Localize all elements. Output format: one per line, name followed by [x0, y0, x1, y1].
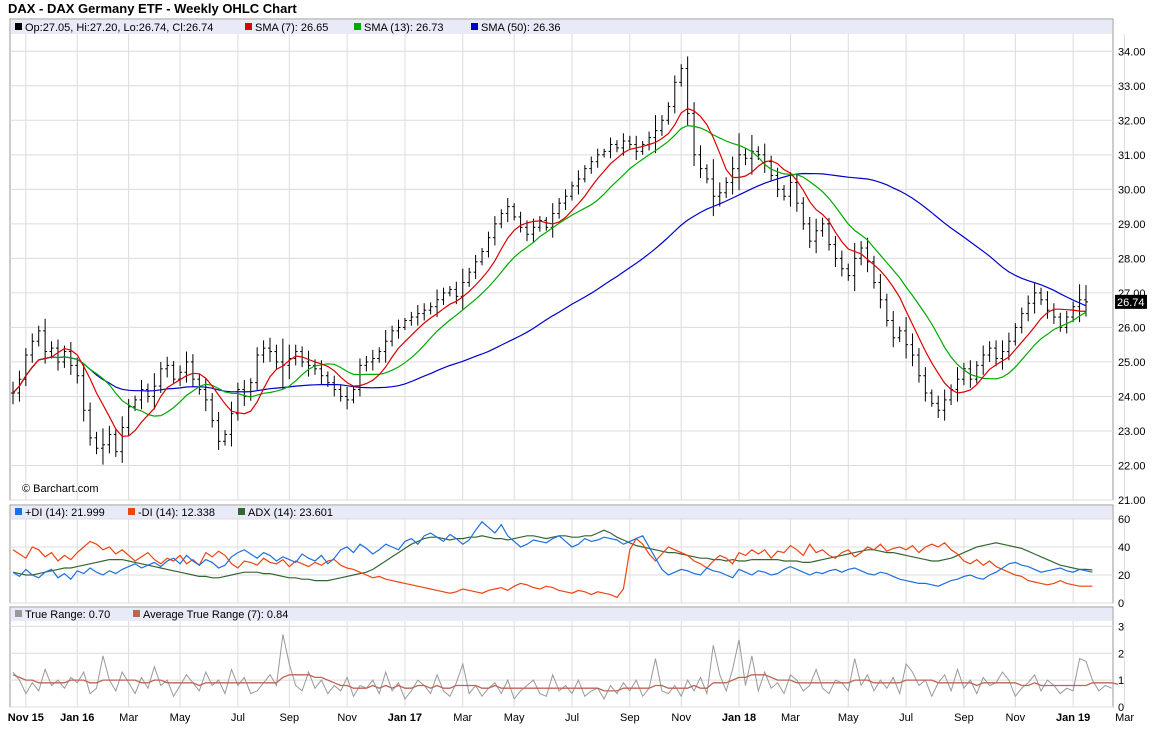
- watermark: © Barchart.com: [22, 483, 99, 495]
- x-tick-label: Nov 15: [8, 712, 44, 724]
- main-legend-swatch: [354, 23, 361, 30]
- main-legend-label: SMA (7): 26.65: [255, 22, 328, 34]
- chart-title: DAX - DAX Germany ETF - Weekly OHLC Char…: [8, 1, 297, 16]
- x-tick-label: Jul: [231, 712, 245, 724]
- y-tick-label: 22.00: [1118, 460, 1146, 472]
- x-tick-label: Jul: [565, 712, 579, 724]
- tr-tick-label: 2: [1118, 648, 1124, 660]
- adx-line: [12, 529, 1093, 582]
- sma50-line: [12, 172, 1087, 394]
- y-tick-label: 28.00: [1118, 253, 1146, 265]
- atr-line: [12, 674, 1119, 692]
- dmi-tick-label: 0: [1118, 598, 1124, 610]
- plus-di-line: [12, 520, 1093, 587]
- x-tick-label: Mar: [453, 712, 472, 724]
- x-tick-label: Jan 17: [388, 712, 422, 724]
- y-tick-label: 29.00: [1118, 219, 1146, 231]
- dmi-tick-label: 60: [1118, 514, 1130, 526]
- tr-tick-label: 0: [1118, 702, 1124, 714]
- x-tick-label: Nov: [337, 712, 357, 724]
- panel-2: [9, 504, 1114, 604]
- dmi-legend-swatch: [15, 508, 22, 515]
- main-legend-swatch: [471, 23, 478, 30]
- last-price-badge: [1115, 294, 1147, 309]
- x-tick-label: Jan 19: [1056, 712, 1090, 724]
- y-tick-label: 33.00: [1118, 81, 1146, 93]
- y-tick-label: 30.00: [1118, 184, 1146, 196]
- dmi-legend-label: -DI (14): 12.338: [138, 507, 215, 519]
- main-legend-label: SMA (13): 26.73: [364, 22, 444, 34]
- y-tick-label: 31.00: [1118, 150, 1146, 162]
- y-tick-label: 26.00: [1118, 322, 1146, 334]
- y-tick-label: 21.00: [1118, 495, 1146, 507]
- x-tick-label: Sep: [279, 712, 299, 724]
- legend-band-3: [11, 608, 1112, 621]
- dmi-legend-swatch: [238, 508, 245, 515]
- dmi-legend-swatch: [128, 508, 135, 515]
- tr-legend-swatch: [15, 610, 22, 617]
- tr-tick-label: 1: [1118, 675, 1124, 687]
- tr-legend-label: Average True Range (7): 0.84: [143, 609, 288, 621]
- y-tick-label: 25.00: [1118, 357, 1146, 369]
- tr-legend-swatch: [133, 610, 140, 617]
- x-tick-label: May: [504, 712, 525, 724]
- y-tick-label: 23.00: [1118, 426, 1146, 438]
- panel-3: [9, 606, 1114, 708]
- minus-di-line: [12, 537, 1093, 599]
- sma13-line: [12, 124, 1087, 417]
- x-tick-label: Mar: [781, 712, 800, 724]
- y-tick-label: 32.00: [1118, 115, 1146, 127]
- tr-legend-label: True Range: 0.70: [25, 609, 110, 621]
- main-legend-label: SMA (50): 26.36: [481, 22, 561, 34]
- x-tick-label: May: [170, 712, 191, 724]
- x-tick-label: Mar: [1115, 712, 1134, 724]
- x-tick-label: Sep: [620, 712, 640, 724]
- x-tick-label: Jul: [899, 712, 913, 724]
- y-tick-label: 34.00: [1118, 46, 1146, 58]
- y-tick-label: 24.00: [1118, 391, 1146, 403]
- main-legend-swatch: [245, 23, 252, 30]
- x-tick-label: May: [838, 712, 859, 724]
- dmi-tick-label: 40: [1118, 542, 1130, 554]
- x-tick-label: Jan 18: [722, 712, 756, 724]
- legend-band-2: [11, 506, 1112, 519]
- legend-band-1: [11, 20, 1112, 34]
- dmi-legend-label: ADX (14): 23.601: [248, 507, 333, 519]
- sma7-line: [12, 107, 1087, 438]
- x-tick-label: Mar: [119, 712, 138, 724]
- dmi-legend-label: +DI (14): 21.999: [25, 507, 105, 519]
- x-tick-label: Jan 16: [60, 712, 94, 724]
- last-price-label: 26.74: [1117, 297, 1145, 309]
- x-tick-label: Sep: [954, 712, 974, 724]
- panel-1: [9, 18, 1114, 501]
- dmi-tick-label: 20: [1118, 570, 1130, 582]
- main-legend-label: Op:27.05, Hi:27.20, Lo:26.74, Cl:26.74: [25, 22, 213, 34]
- x-tick-label: Nov: [1006, 712, 1026, 724]
- main-legend-swatch: [15, 23, 22, 30]
- tr-tick-label: 3: [1118, 621, 1124, 633]
- x-tick-label: Nov: [671, 712, 691, 724]
